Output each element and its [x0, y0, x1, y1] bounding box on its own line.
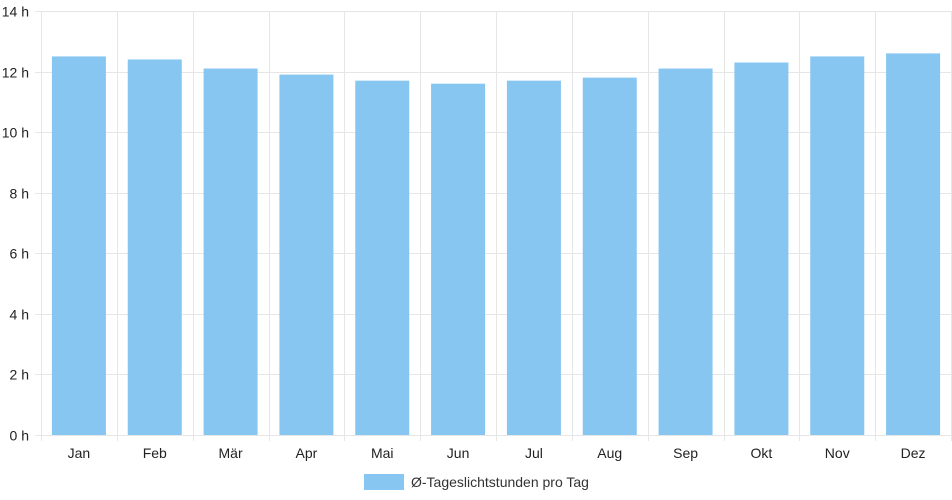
y-tick-label: 8 h: [10, 186, 29, 202]
x-tick-label: Mai: [371, 445, 394, 461]
x-tick-label: Nov: [825, 445, 850, 461]
y-tick-label: 2 h: [10, 367, 29, 383]
x-tick-label: Apr: [296, 445, 318, 461]
x-tick-label: Jun: [447, 445, 470, 461]
bar-mai[interactable]: [355, 80, 410, 436]
bar-mär[interactable]: [203, 68, 258, 436]
bar-dez[interactable]: [886, 53, 941, 436]
chart-bars: [51, 53, 941, 436]
x-tick-label: Mär: [219, 445, 243, 461]
bar-jan[interactable]: [51, 56, 106, 436]
y-tick-label: 6 h: [10, 246, 29, 262]
x-tick-label: Jan: [68, 445, 91, 461]
x-tick-label: Okt: [751, 445, 773, 461]
y-tick-label: 10 h: [2, 125, 29, 141]
x-tick-label: Feb: [143, 445, 167, 461]
bar-jun[interactable]: [431, 83, 486, 435]
bar-sep[interactable]: [658, 68, 713, 436]
chart-legend[interactable]: Ø-Tageslichtstunden pro Tag: [364, 474, 589, 490]
x-tick-label: Jul: [525, 445, 543, 461]
legend-label[interactable]: Ø-Tageslichtstunden pro Tag: [411, 474, 589, 490]
y-tick-label: 4 h: [10, 307, 29, 323]
bar-aug[interactable]: [582, 77, 637, 435]
x-tick-label: Aug: [597, 445, 622, 461]
x-axis-ticks: Jan Feb Mär Apr Mai Jun Jul Aug Sep Okt Nov Dez: [68, 445, 926, 461]
x-tick-label: Dez: [901, 445, 926, 461]
y-tick-label: 12 h: [2, 65, 29, 81]
y-tick-label: 14 h: [2, 4, 29, 20]
bar-apr[interactable]: [279, 74, 334, 435]
bar-jul[interactable]: [506, 80, 561, 436]
chart-grid: [35, 11, 952, 441]
y-tick-label: 0 h: [10, 428, 29, 444]
legend-swatch[interactable]: [364, 474, 404, 490]
bar-nov[interactable]: [810, 56, 865, 436]
y-axis-ticks: 0 h 2 h 4 h 6 h 8 h 10 h 12 h 14 h: [2, 4, 29, 444]
x-tick-label: Sep: [673, 445, 698, 461]
bar-feb[interactable]: [127, 59, 182, 435]
bar-okt[interactable]: [734, 62, 789, 435]
